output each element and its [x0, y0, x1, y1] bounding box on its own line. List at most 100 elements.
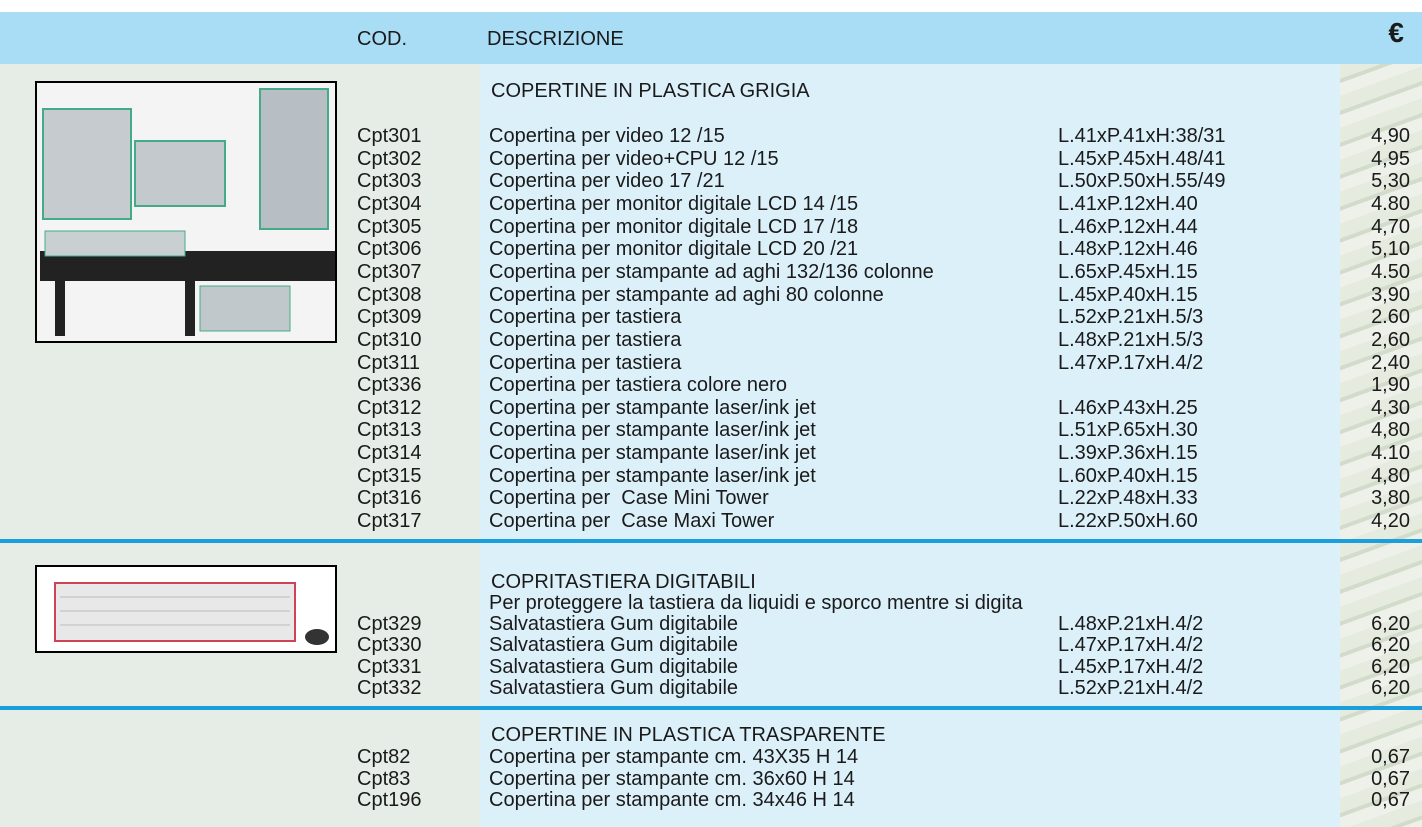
- item-size: L.51xP.65xH.30: [1058, 419, 1198, 442]
- item-price: 0,67: [1371, 746, 1410, 768]
- item-code: Cpt316: [357, 487, 422, 510]
- item-code: Cpt309: [357, 306, 422, 329]
- item-description: Copertina per video+CPU 12 /15: [489, 147, 779, 170]
- item-description: Salvatastiera Gum digitabile: [489, 655, 739, 678]
- item-size: L.46xP.43xH.25: [1058, 396, 1198, 419]
- item-description: Salvatastiera Gum digitabile: [489, 634, 739, 657]
- item-size: L.46xP.12xH.44: [1058, 215, 1198, 238]
- separator: [0, 706, 1422, 710]
- item-size: L.45xP.40xH.15: [1058, 283, 1198, 306]
- item-code: Cpt331: [357, 655, 422, 678]
- item-price: 2,60: [1371, 328, 1410, 351]
- item-size: L.60xP.40xH.15: [1058, 464, 1198, 487]
- item-size: L.22xP.50xH.60: [1058, 510, 1198, 533]
- item-description: Copertina per tastiera colore nero: [489, 374, 787, 397]
- item-description: Copertina per monitor digitale LCD 20 /2…: [489, 238, 859, 261]
- header-currency: €: [1388, 17, 1404, 48]
- item-price: 6,20: [1371, 655, 1410, 678]
- item-description: Copertina per stampante ad aghi 80 colon…: [489, 283, 884, 306]
- item-description: Copertina per stampante ad aghi 132/136 …: [489, 260, 934, 283]
- item-code: Cpt311: [357, 351, 421, 374]
- item-size: L.45xP.17xH.4/2: [1058, 655, 1204, 678]
- item-price: 0,67: [1371, 767, 1410, 790]
- item-price: 5,10: [1371, 238, 1410, 261]
- item-code: Cpt82: [357, 746, 411, 768]
- item-price: 4,90: [1371, 125, 1410, 147]
- item-code: Cpt313: [357, 419, 422, 442]
- item-description: Copertina per stampante cm. 34x46 H 14: [489, 789, 855, 811]
- item-price: 4,80: [1371, 464, 1410, 487]
- item-code: Cpt312: [357, 396, 422, 419]
- item-description: Copertina per stampante laser/ink jet: [489, 396, 816, 419]
- item-price: 5,30: [1371, 170, 1410, 193]
- item-price: 4.80: [1371, 192, 1410, 215]
- item-price: 3,90: [1371, 283, 1410, 306]
- item-price: 2,40: [1371, 351, 1410, 374]
- item-size: L.65xP.45xH.15: [1058, 260, 1198, 283]
- separator: [0, 539, 1422, 543]
- item-size: L.47xP.17xH.4/2: [1058, 634, 1204, 657]
- item-price: 4,30: [1371, 396, 1410, 419]
- item-description: Copertina per Case Mini Tower: [489, 487, 769, 510]
- item-size: L.52xP.21xH.5/3: [1058, 306, 1204, 329]
- item-code: Cpt304: [357, 192, 422, 215]
- section-subtitle: Per proteggere la tastiera da liquidi e …: [489, 592, 1023, 614]
- item-code: Cpt317: [357, 510, 422, 533]
- item-code: Cpt336: [357, 374, 422, 397]
- item-code: Cpt307: [357, 260, 422, 283]
- item-price: 6,20: [1371, 613, 1410, 635]
- item-price: 4.10: [1371, 442, 1410, 465]
- item-code: Cpt310: [357, 328, 422, 351]
- item-description: Copertina per stampante cm. 36x60 H 14: [489, 767, 855, 790]
- item-code: Cpt305: [357, 215, 422, 238]
- product-image: [35, 565, 337, 653]
- item-price: 6,20: [1371, 634, 1410, 657]
- item-size: L.45xP.45xH.48/41: [1058, 147, 1226, 170]
- item-price: 2.60: [1371, 306, 1410, 329]
- item-price: 4,70: [1371, 215, 1410, 238]
- item-price: 6,20: [1371, 676, 1410, 699]
- item-code: Cpt308: [357, 283, 422, 306]
- item-description: Copertina per stampante cm. 43X35 H 14: [489, 746, 859, 768]
- section-title: COPRITASTIERA DIGITABILI: [491, 571, 756, 593]
- item-description: Salvatastiera Gum digitabile: [489, 676, 739, 699]
- item-size: L.22xP.48xH.33: [1058, 487, 1198, 510]
- price-bg: [1340, 64, 1422, 827]
- item-description: Copertina per monitor digitale LCD 14 /1…: [489, 192, 859, 215]
- item-size: L.50xP.50xH.55/49: [1058, 170, 1226, 193]
- item-size: L.48xP.21xH.5/3: [1058, 328, 1204, 351]
- header-cod: COD.: [357, 28, 407, 50]
- item-size: L.47xP.17xH.4/2: [1058, 351, 1204, 374]
- item-code: Cpt301: [357, 125, 422, 147]
- item-description: Copertina per stampante laser/ink jet: [489, 419, 816, 442]
- section-title: COPERTINE IN PLASTICA TRASPARENTE: [491, 724, 886, 746]
- item-description: Copertina per stampante laser/ink jet: [489, 464, 816, 487]
- item-code: Cpt196: [357, 789, 422, 811]
- header-descrizione: DESCRIZIONE: [487, 28, 624, 50]
- section-title: COPERTINE IN PLASTICA GRIGIA: [491, 80, 810, 102]
- item-size: L.48xP.21xH.4/2: [1058, 613, 1204, 635]
- item-description: Copertina per video 17 /21: [489, 170, 725, 193]
- desc-bg: [480, 64, 1340, 827]
- item-description: Copertina per stampante laser/ink jet: [489, 442, 816, 465]
- item-code: Cpt306: [357, 238, 422, 261]
- item-size: L.48xP.12xH.46: [1058, 238, 1198, 261]
- item-description: Copertina per tastiera: [489, 306, 682, 329]
- product-image: [35, 81, 337, 343]
- item-price: 4.50: [1371, 260, 1410, 283]
- item-code: Cpt302: [357, 147, 422, 170]
- item-code: Cpt329: [357, 613, 422, 635]
- item-size: L.41xP.41xH:38/31: [1058, 125, 1226, 147]
- item-description: Copertina per monitor digitale LCD 17 /1…: [489, 215, 859, 238]
- item-price: 4,20: [1371, 510, 1410, 533]
- header-band: [0, 12, 1422, 64]
- item-size: L.39xP.36xH.15: [1058, 442, 1198, 465]
- item-code: Cpt303: [357, 170, 422, 193]
- item-price: 4,95: [1371, 147, 1410, 170]
- item-description: Copertina per Case Maxi Tower: [489, 510, 775, 533]
- item-code: Cpt315: [357, 464, 422, 487]
- item-description: Copertina per tastiera: [489, 328, 682, 351]
- item-price: 0,67: [1371, 789, 1410, 811]
- item-code: Cpt332: [357, 676, 422, 699]
